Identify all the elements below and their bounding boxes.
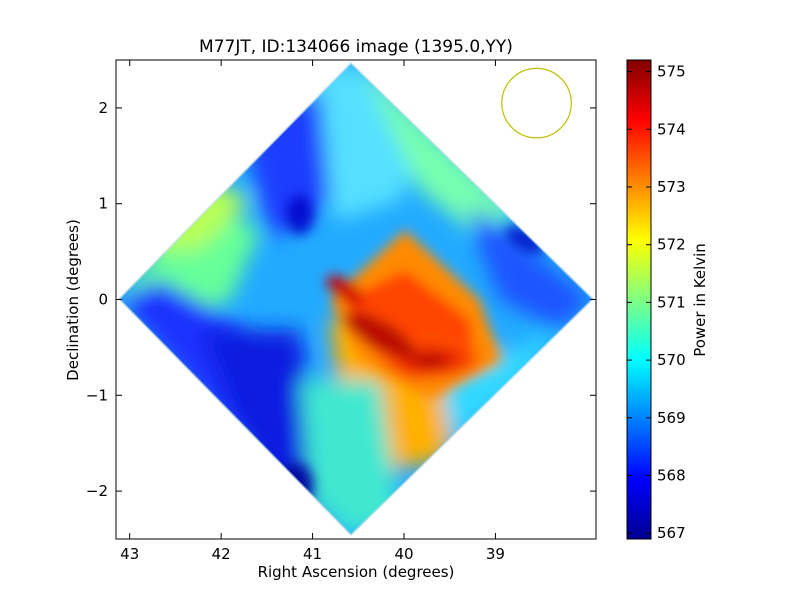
colorbar-tick-label: 573 xyxy=(657,178,686,196)
y-tick-label: −2 xyxy=(86,482,108,500)
colorbar-tick-label: 575 xyxy=(657,63,686,81)
beam-circle xyxy=(501,67,572,139)
x-tick-label: 39 xyxy=(486,545,505,563)
colorbar-tick-label: 570 xyxy=(657,351,686,369)
y-tick-label: −1 xyxy=(86,386,108,404)
y-tick-label: 2 xyxy=(98,99,108,117)
x-axis: 43 42 41 40 39 xyxy=(120,60,505,563)
x-axis-label: Right Ascension (degrees) xyxy=(258,563,455,581)
x-tick-label: 41 xyxy=(303,545,322,563)
x-tick-label: 42 xyxy=(212,545,231,563)
colorbar-tick-label: 574 xyxy=(657,120,686,138)
colorbar-gradient xyxy=(626,59,652,540)
heatmap-image xyxy=(117,61,595,537)
x-tick-label: 40 xyxy=(394,545,413,563)
y-tick-label: 1 xyxy=(98,195,108,213)
y-tick-label: 0 xyxy=(98,291,108,309)
colorbar-tick-label: 567 xyxy=(657,524,686,542)
colorbar-tick-label: 568 xyxy=(657,467,686,485)
x-tick-label: 43 xyxy=(120,545,139,563)
y-axis-label: Declination (degrees) xyxy=(64,219,82,381)
colorbar: 575 574 573 572 571 570 569 568 567 Power in Kel… xyxy=(626,59,709,542)
colorbar-tick-label: 572 xyxy=(657,236,686,254)
colorbar-ticks: 575 574 573 572 571 570 569 568 567 xyxy=(627,63,686,542)
y-axis: 2 1 0 −1 −2 xyxy=(86,99,596,500)
colorbar-tick-label: 571 xyxy=(657,293,686,311)
chart-title: M77JT, ID:134066 image (1395.0,YY) xyxy=(199,37,513,57)
colorbar-label: Power in Kelvin xyxy=(691,243,709,357)
colorbar-tick-label: 569 xyxy=(657,409,686,427)
